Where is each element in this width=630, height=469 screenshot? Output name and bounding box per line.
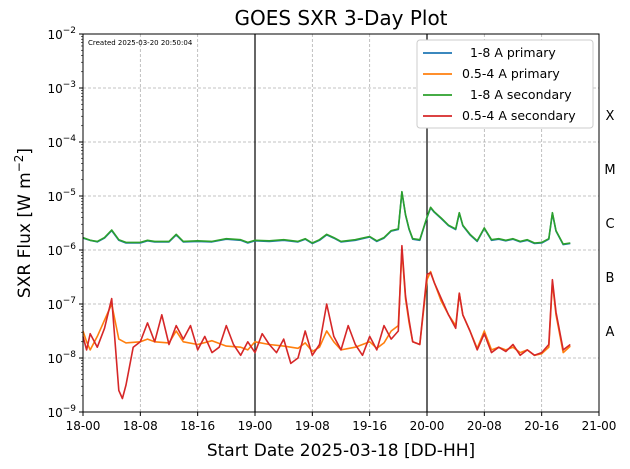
y-tick-label: 10−4 [47, 134, 76, 150]
legend-entry-label: 1-8 A primary [462, 45, 556, 60]
series-lines [82, 190, 571, 400]
legend-box [416, 39, 594, 129]
plot-frame [82, 33, 600, 413]
x-tick-label: 20-00 [410, 419, 445, 433]
flare-class-label: C [605, 217, 614, 232]
x-tick-label: 18-08 [123, 419, 158, 433]
x-tick-label: 19-08 [295, 419, 330, 433]
created-timestamp: Created 2025-03-20 20:50:04 [88, 39, 193, 47]
y-tick-label: 10−2 [47, 26, 76, 42]
legend: 1-8 A primary 0.5-4 A primary 1-8 A secon… [416, 39, 594, 129]
day-boundary-lines [254, 34, 428, 412]
series-line [82, 191, 571, 246]
y-tick-label: 10−6 [47, 242, 76, 258]
x-tick-label: 21-00 [582, 419, 617, 433]
x-tick-label: 20-08 [467, 419, 502, 433]
legend-entry-label: 1-8 A secondary [462, 87, 572, 102]
series-line [82, 190, 571, 245]
flare-class-label: X [606, 109, 615, 124]
x-tick-label: 20-16 [524, 419, 559, 433]
x-tick-label: 19-16 [352, 419, 387, 433]
flare-class-label: A [606, 325, 615, 340]
flare-class-label: B [606, 271, 615, 286]
flare-class-label: M [604, 163, 615, 178]
y-axis-ticks: 10−9 10−8 10−7 10−6 10−5 10−4 10−3 10−2 [47, 26, 83, 420]
legend-entry-label: 0.5-4 A primary [462, 66, 560, 81]
y-tick-label: 10−5 [47, 188, 76, 204]
x-tick-label: 18-16 [180, 419, 215, 433]
x-tick-label: 18-00 [66, 419, 101, 433]
chart-title: GOES SXR 3-Day Plot [234, 6, 447, 30]
flare-class-labels: A B C M X [604, 109, 615, 340]
y-tick-label: 10−7 [47, 296, 76, 312]
series-line [82, 244, 571, 400]
y-tick-label: 10−9 [47, 404, 76, 420]
x-axis-label: Start Date 2025-03-18 [DD-HH] [207, 441, 475, 461]
legend-entry-label: 0.5-4 A secondary [462, 108, 576, 123]
x-axis-ticks: 18-00 18-08 18-16 19-00 19-08 19-16 20-00 20-08… [66, 412, 617, 433]
x-tick-label: 19-00 [238, 419, 273, 433]
y-axis-label: SXR Flux [W m−2] [12, 148, 35, 298]
y-tick-label: 10−8 [47, 350, 76, 366]
y-tick-label: 10−3 [47, 80, 76, 96]
